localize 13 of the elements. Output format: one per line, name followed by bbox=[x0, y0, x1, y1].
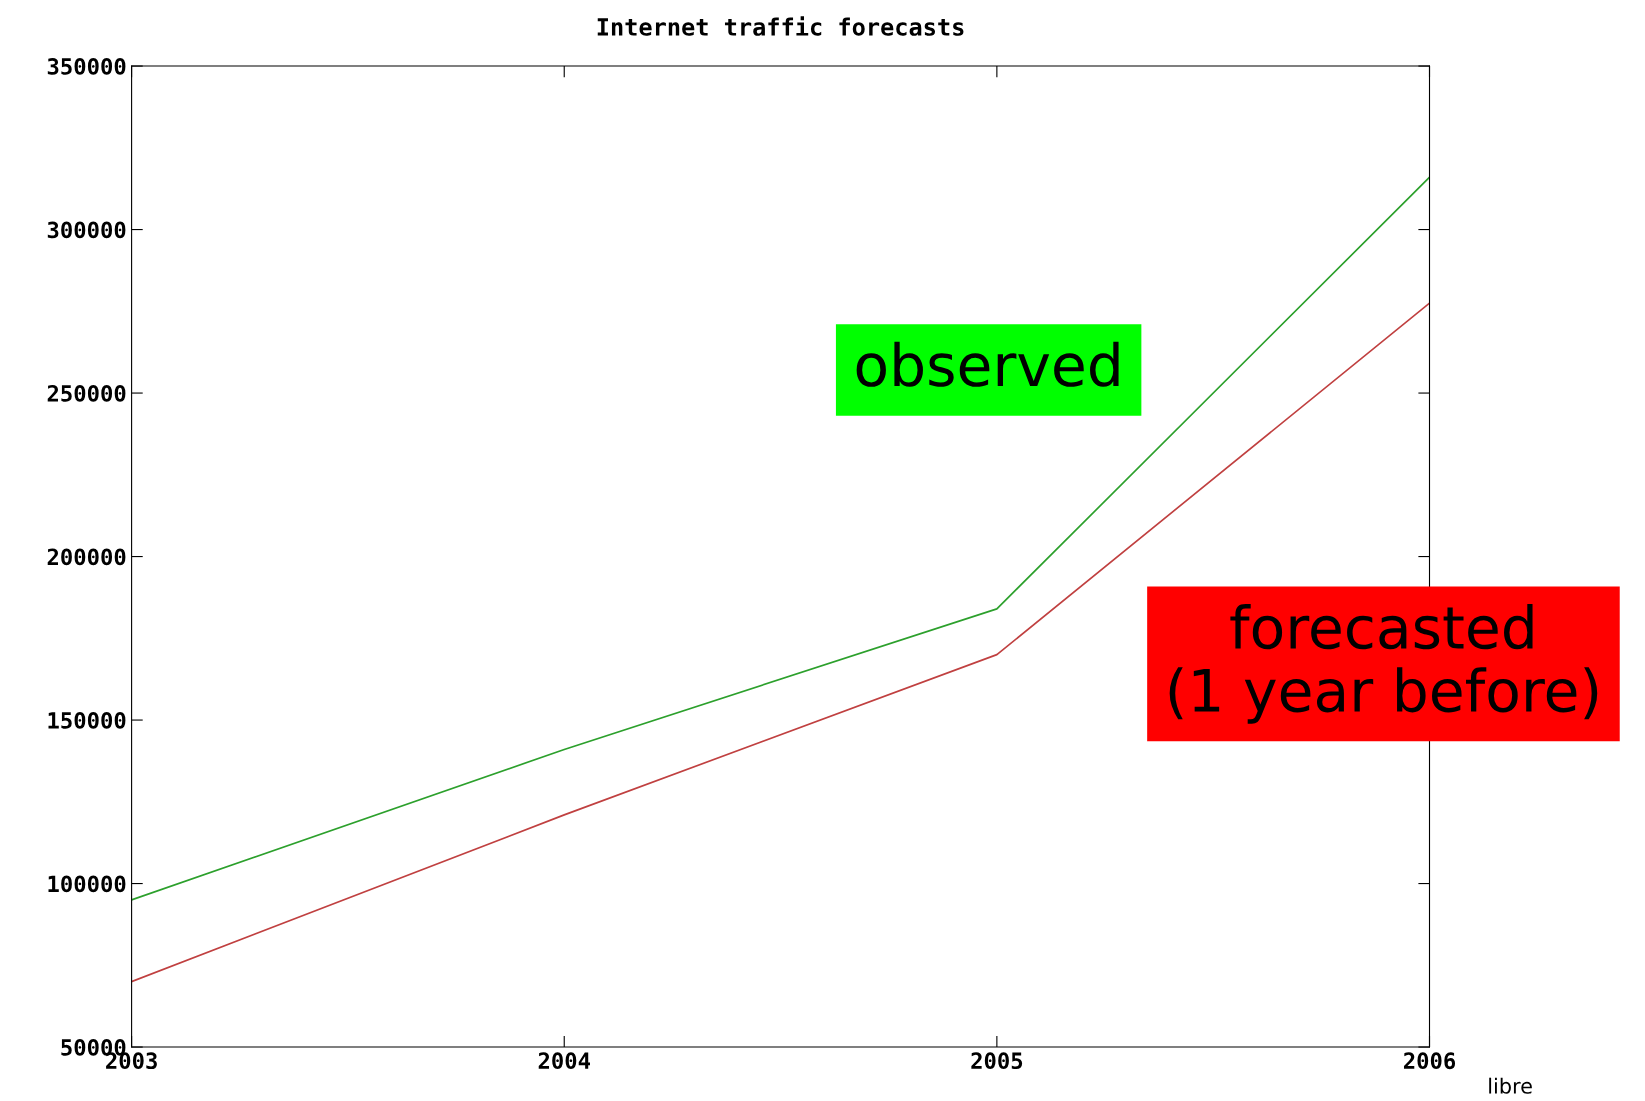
y-tick-label: 150000 bbox=[48, 712, 126, 729]
series-label: forecasted (1 year before) bbox=[1169, 604, 1598, 724]
text: libre bbox=[1489, 1077, 1532, 1094]
chart-title: Internet traffic forecasts bbox=[597, 16, 964, 36]
x-tick-label: 2004 bbox=[538, 1052, 590, 1070]
y-tick-label: 300000 bbox=[47, 221, 126, 239]
x-tick-label: 2005 bbox=[971, 1052, 1023, 1070]
y-tick-label: 200000 bbox=[47, 548, 126, 566]
y-tick-label: 350000 bbox=[47, 58, 126, 75]
x-tick-label: 2006 bbox=[1403, 1052, 1456, 1070]
y-tick-label: 250000 bbox=[47, 385, 126, 402]
y-tick-label: 100000 bbox=[48, 875, 126, 893]
series-label: observed bbox=[856, 341, 1119, 387]
